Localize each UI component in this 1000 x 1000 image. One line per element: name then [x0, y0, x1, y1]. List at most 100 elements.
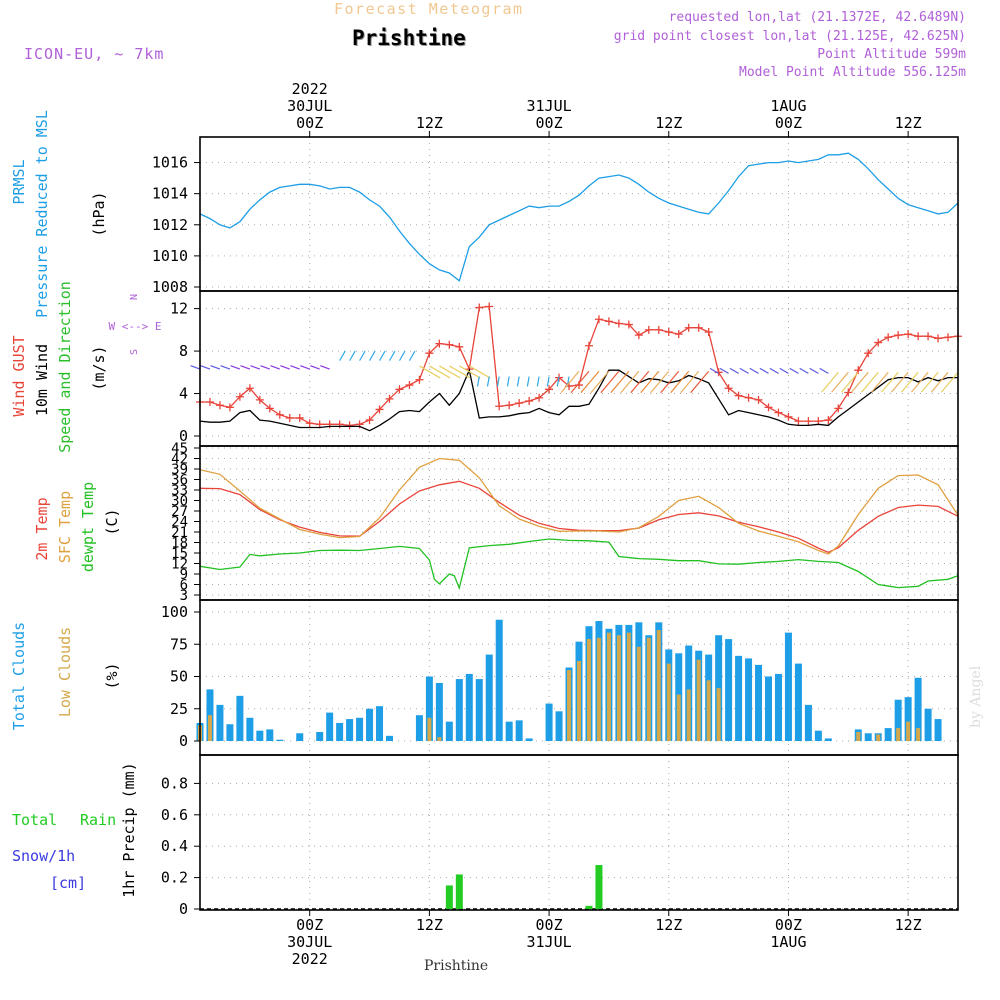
- y-tick-label: 42: [171, 452, 188, 468]
- gust-marker: [664, 327, 673, 336]
- requested-coords: requested lon,lat (21.1372E, 42.6489N): [668, 10, 966, 25]
- wind-direction-arrow: [459, 365, 481, 379]
- y-tick-label: 0.6: [161, 806, 188, 824]
- precip-snow-label: Snow/1h: [12, 847, 75, 865]
- wind-direction-arrow: [220, 365, 231, 370]
- gust-marker: [545, 385, 554, 394]
- low-cloud-bar: [567, 670, 572, 741]
- gust-marker: [215, 401, 224, 410]
- low-cloud-bar: [586, 639, 591, 741]
- gust-marker: [744, 393, 753, 402]
- gust-marker: [255, 395, 264, 404]
- total-cloud-bar: [525, 738, 533, 741]
- clouds-unit: (%): [103, 662, 121, 689]
- wind-direction-arrow: [320, 365, 330, 370]
- gust-marker: [824, 416, 833, 425]
- point-altitude: Point Altitude 599m: [817, 47, 966, 62]
- wind-direction-arrow: [690, 370, 710, 394]
- low-cloud-bar: [606, 632, 611, 741]
- total-cloud-bar: [914, 677, 922, 741]
- wind-direction-arrow: [369, 350, 376, 361]
- low-cloud-bar: [906, 721, 911, 741]
- wind-direction-arrow: [900, 371, 919, 393]
- total-cloud-bar: [296, 733, 304, 741]
- total-cloud-bar: [745, 658, 753, 741]
- total-cloud-bar: [485, 654, 493, 741]
- y-tick-label: 21: [171, 525, 188, 541]
- gust-label: Wind GUST: [10, 335, 28, 416]
- wind-direction-arrow: [560, 370, 580, 394]
- location-title: Prishtine: [352, 26, 466, 50]
- wind-direction-arrow: [930, 371, 949, 393]
- wind-direction-arrow: [590, 370, 610, 394]
- total-cloud-bar: [336, 722, 344, 741]
- gust-marker: [784, 412, 793, 421]
- wind-direction-arrow: [388, 350, 396, 361]
- wind-direction-arrow: [580, 370, 600, 394]
- total-cloud-bar: [236, 695, 244, 741]
- wind-direction-arrow: [339, 350, 346, 361]
- y-tick-label: 12: [170, 300, 188, 318]
- y-tick-label: 45: [171, 441, 188, 457]
- gust-marker: [734, 391, 743, 400]
- wind-direction-arrow: [570, 370, 590, 394]
- time-label-top: 00Z: [775, 114, 802, 132]
- gust-marker: [634, 331, 643, 340]
- y-tick-label: 27: [171, 504, 188, 520]
- gust-marker: [415, 375, 424, 384]
- pressure-label: PRMSL: [10, 159, 28, 204]
- time-label-bottom: 12Z: [416, 916, 443, 934]
- wind-direction-arrow: [250, 365, 261, 370]
- precip-total-label: Total: [12, 811, 57, 829]
- wind-direction-arrow: [526, 376, 530, 387]
- wind-direction-arrow: [910, 371, 929, 393]
- wind-direction-arrow: [290, 365, 300, 370]
- total-cloud-bar: [495, 619, 503, 741]
- compass-south: S: [129, 349, 140, 355]
- low-cloud-bar: [916, 728, 921, 741]
- wind-direction-arrow: [650, 370, 670, 394]
- low-cloud-bar: [716, 688, 721, 741]
- total-cloud-bar: [824, 738, 832, 741]
- total-cloud-bar: [376, 706, 384, 741]
- gust-marker: [285, 413, 294, 422]
- total-cloud-bar: [455, 679, 463, 741]
- gust-marker: [515, 399, 524, 408]
- y-tick-label: 36: [171, 473, 188, 489]
- low-cloud-bar: [207, 715, 212, 741]
- wind-direction-arrow: [536, 376, 540, 387]
- wind-direction-arrow: [546, 376, 550, 387]
- wind-direction-arrow: [610, 370, 630, 394]
- wind-direction-arrow: [210, 365, 221, 370]
- direction-label: Speed and Direction: [56, 281, 74, 453]
- wind-direction-arrow: [709, 367, 719, 374]
- total-cloud-bar: [804, 704, 812, 741]
- y-tick-label: 8: [179, 342, 188, 360]
- gust-marker: [345, 421, 354, 430]
- total-cloud-bar: [505, 721, 513, 741]
- gust-marker: [505, 401, 514, 410]
- time-label-top: 1AUG: [770, 97, 806, 115]
- gust-marker: [724, 384, 733, 393]
- total-cloud-bar: [256, 730, 264, 741]
- y-tick-label: 1010: [152, 247, 188, 265]
- y-tick-label: 50: [170, 668, 188, 686]
- gust-marker: [844, 388, 853, 397]
- wind-direction-arrow: [779, 367, 789, 374]
- credit-watermark: by Angel: [968, 665, 984, 728]
- precip-unit: 1hr Precip (mm): [120, 762, 138, 897]
- low-cloud-bar: [656, 630, 661, 741]
- total-cloud-bar: [276, 739, 284, 741]
- temp-2m-line: [199, 480, 959, 554]
- gust-marker: [265, 404, 274, 413]
- low-cloud-bar: [616, 635, 621, 741]
- gust-marker: [864, 349, 873, 358]
- time-label-bottom: 30JUL: [287, 933, 332, 951]
- time-label-bottom: 12Z: [655, 916, 682, 934]
- pressure-sublabel: Pressure Reduced to MSL: [33, 110, 51, 318]
- low-cloud-bar: [896, 728, 901, 741]
- total-cloud-bar: [814, 730, 822, 741]
- wind-direction-arrow: [190, 365, 201, 370]
- gust-marker: [335, 420, 344, 429]
- wind-direction-arrow: [819, 367, 829, 374]
